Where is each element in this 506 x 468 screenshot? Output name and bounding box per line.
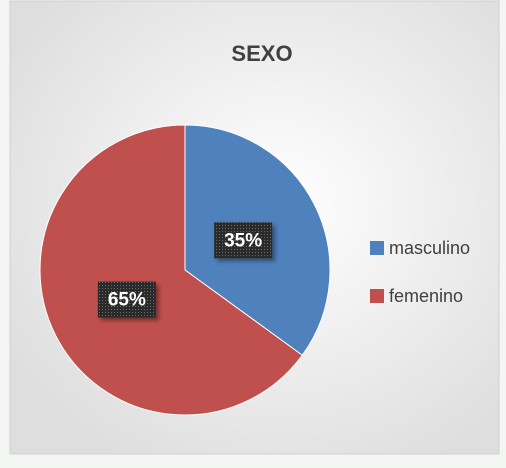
legend-swatch [370, 241, 384, 255]
data-label-box [214, 222, 273, 259]
legend-label: femenino [389, 286, 463, 306]
chart-title: SEXO [231, 41, 292, 66]
data-label: 65% [108, 290, 146, 311]
data-label-box [97, 281, 156, 318]
legend-label: masculino [389, 238, 470, 258]
pie-slice [39, 124, 304, 416]
data-label: 35% [224, 230, 262, 251]
legend-swatch [370, 289, 384, 303]
